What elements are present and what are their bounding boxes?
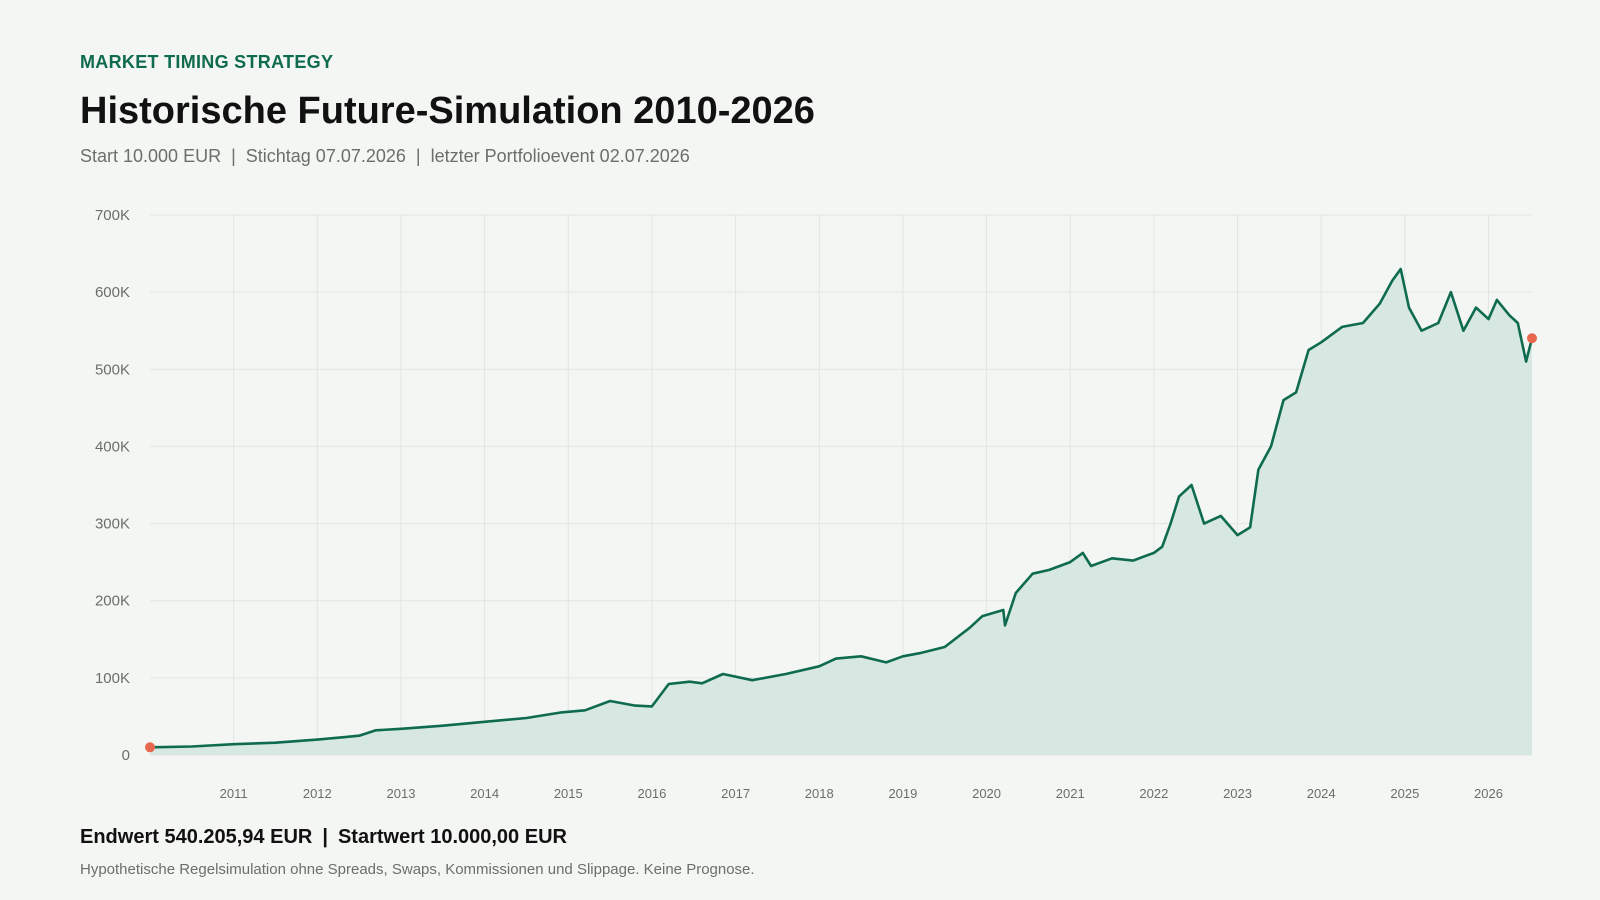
footer-separator: | <box>322 826 328 848</box>
x-tick-label: 2022 <box>1139 786 1168 800</box>
x-tick-label: 2013 <box>387 786 416 800</box>
y-tick-label: 500K <box>95 361 130 378</box>
x-tick-label: 2017 <box>721 786 750 800</box>
chart-title: Historische Future-Simulation 2010-2026 <box>80 90 815 132</box>
subtitle-start: Start 10.000 EUR <box>80 146 222 166</box>
series-area <box>150 269 1532 755</box>
subtitle-separator: | <box>231 146 236 166</box>
x-tick-label: 2018 <box>805 786 834 800</box>
footer-values: Endwert 540.205,94 EUR | Startwert 10.000,… <box>80 826 567 849</box>
x-tick-label: 2025 <box>1390 786 1419 800</box>
start-value: Startwert 10.000,00 EUR <box>337 826 567 848</box>
y-tick-label: 200K <box>95 593 130 610</box>
y-tick-label: 600K <box>95 284 130 301</box>
x-tick-label: 2015 <box>554 786 583 800</box>
x-tick-label: 2024 <box>1307 786 1336 800</box>
x-tick-label: 2020 <box>972 786 1001 800</box>
y-tick-label: 700K <box>95 207 130 224</box>
subtitle-date: Stichtag 07.07.2026 <box>245 146 406 166</box>
equity-chart: 0 100K 200K 300K 400K 500K 600K 700K 2011 2012 201… <box>95 207 1537 800</box>
endpoint-marker <box>1527 333 1537 344</box>
subtitle-event: letzter Portfolioevent 02.07.2026 <box>430 146 690 166</box>
y-tick-label: 0 <box>122 747 130 764</box>
x-tick-label: 2026 <box>1474 786 1503 800</box>
x-tick-label: 2014 <box>470 786 499 800</box>
endpoint-marker <box>145 742 155 753</box>
x-tick-label: 2021 <box>1056 786 1085 800</box>
eyebrow-label: MARKET TIMING STRATEGY <box>80 52 334 72</box>
subtitle-separator: | <box>415 146 421 166</box>
x-tick-label: 2016 <box>637 786 666 800</box>
disclaimer-note: Hypothetische Regelsimulation ohne Sprea… <box>80 861 755 878</box>
y-tick-label: 300K <box>95 516 130 533</box>
x-tick-label: 2011 <box>220 786 248 800</box>
chart-subtitle: Start 10.000 EUR | Stichtag 07.07.2026 | let… <box>80 146 690 167</box>
y-tick-label: 100K <box>95 670 130 687</box>
x-tick-label: 2019 <box>888 786 917 800</box>
x-tick-label: 2023 <box>1223 786 1252 800</box>
end-value: Endwert 540.205,94 EUR <box>80 826 313 848</box>
y-tick-label: 400K <box>95 438 130 455</box>
x-tick-label: 2012 <box>303 786 332 800</box>
series-line <box>149 267 1534 749</box>
